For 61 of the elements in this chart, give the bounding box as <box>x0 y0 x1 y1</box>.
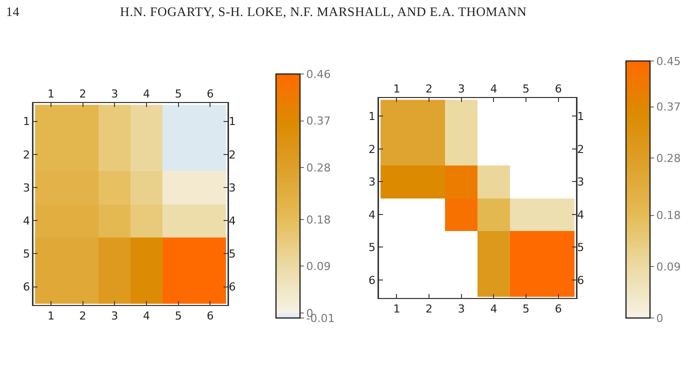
x-tick-label: 6 <box>554 82 562 96</box>
x-tick-label: 1 <box>47 88 54 101</box>
category-label: 2 <box>79 309 86 322</box>
y2-tick-label: 6 <box>23 280 30 294</box>
y2-tick-label: 3 <box>368 176 376 189</box>
category-label: 5 <box>174 309 182 322</box>
category-label: 6 <box>554 302 562 316</box>
y2-tick-label: 2 <box>23 148 30 162</box>
y2-tick-label: 5 <box>368 241 376 254</box>
y-tick-label: 5 <box>228 248 236 261</box>
y-tick-label: 4 <box>228 214 236 228</box>
y-tick-label: 1 <box>228 115 236 128</box>
x-tick-label: 2 <box>79 88 86 101</box>
color-bar-label: 0.28 <box>306 161 331 174</box>
category-label: 2 <box>426 302 433 316</box>
y-tick-label: 5 <box>577 241 584 254</box>
color-bar-label: 0 <box>656 312 664 325</box>
y-tick-label: 3 <box>577 176 584 189</box>
y2-tick-label: 5 <box>23 248 30 261</box>
color-bar-label: 0.37 <box>656 100 681 114</box>
x-tick-label: 2 <box>426 82 433 96</box>
x-tick-label: 3 <box>111 88 118 101</box>
y2-tick-label: 1 <box>368 110 376 124</box>
x-tick-label: 4 <box>490 82 498 96</box>
y2-tick-label: 1 <box>23 115 30 128</box>
y2-tick-label: 4 <box>368 208 376 222</box>
color-bar-label: 0.37 <box>306 114 331 128</box>
y-tick-label: 4 <box>577 208 584 222</box>
color-bar-label: 0.09 <box>306 260 331 274</box>
y2-tick-label: 3 <box>23 181 30 194</box>
y-tick-label: 6 <box>228 280 236 294</box>
y-tick-label: 2 <box>577 142 584 156</box>
color-bar-label: 0.28 <box>656 152 681 166</box>
category-label: 1 <box>393 302 400 316</box>
text: 14 <box>6 4 20 20</box>
x-tick-label: 5 <box>174 88 182 101</box>
color-bar-label: 0.18 <box>306 213 331 226</box>
x-tick-label: 4 <box>143 88 150 101</box>
category-label: 1 <box>47 309 54 322</box>
y-tick-label: 3 <box>228 181 236 194</box>
color-bar-label: 0.45 <box>656 54 681 68</box>
color-bar-label: 0.46 <box>306 68 331 81</box>
category-label: 4 <box>490 302 498 316</box>
y-tick-label: 6 <box>577 274 584 287</box>
category-label: 5 <box>522 302 530 316</box>
category-label: 3 <box>458 302 465 316</box>
category-label: 6 <box>206 309 214 322</box>
x-tick-label: 5 <box>522 82 530 96</box>
y2-tick-label: 4 <box>23 214 30 228</box>
y2-tick-label: 6 <box>368 274 376 287</box>
y-tick-label: 2 <box>228 148 236 162</box>
color-bar-label: 0.09 <box>656 260 681 274</box>
x-tick-label: 3 <box>458 82 465 96</box>
x-tick-label: 1 <box>393 82 400 96</box>
category-label: 4 <box>143 309 150 322</box>
y-tick-label: 1 <box>577 110 584 124</box>
x-tick-label: 6 <box>206 88 214 101</box>
y2-tick-label: 2 <box>368 142 376 156</box>
color-bar-label: 0.18 <box>656 209 681 222</box>
category-label: 3 <box>111 309 118 322</box>
text: H.N. FOGARTY, S-H. LOKE, N.F. MARSHALL, AND E.A. THOMANN <box>120 4 527 20</box>
